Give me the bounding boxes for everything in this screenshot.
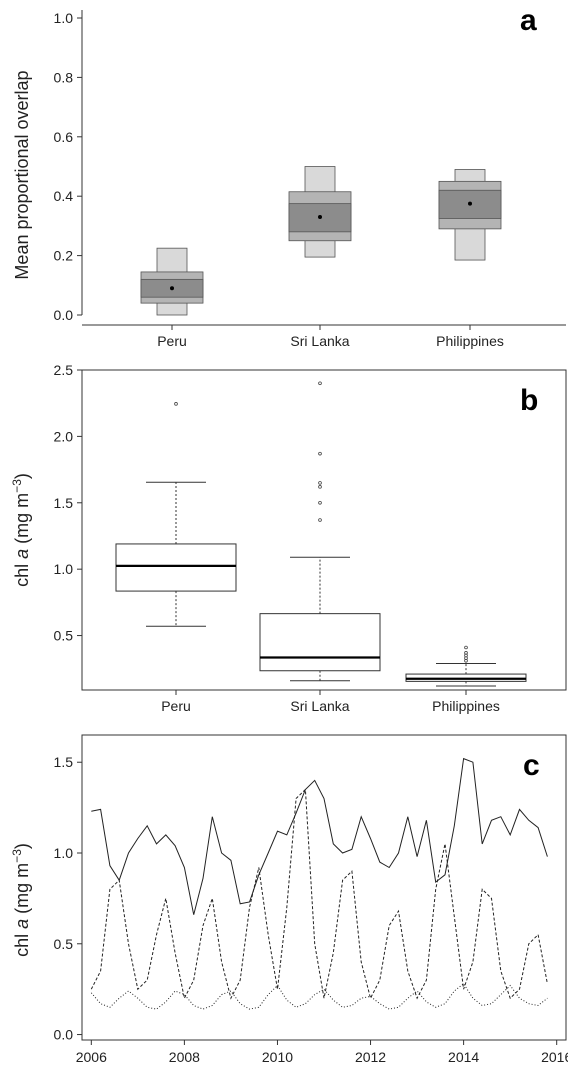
median-point	[318, 214, 322, 219]
outlier-point	[318, 518, 322, 522]
y-tick-label-c: 1.5	[54, 754, 74, 770]
median-point	[170, 286, 174, 291]
outlier-point	[318, 381, 322, 386]
outlier-point	[174, 402, 178, 406]
ylabel-italic-b: a	[12, 549, 32, 559]
x-tick-label-a: Sri Lanka	[290, 333, 349, 349]
panel-label-a: a	[520, 4, 537, 37]
x-tick-label-a: Philippines	[436, 333, 504, 349]
x-tick-label-c: 2016	[541, 1049, 568, 1065]
ylabel-close-c: )	[12, 843, 32, 849]
y-tick-label-b: 0.5	[54, 628, 74, 644]
y-tick-label-a: 0.8	[54, 69, 74, 85]
panel-b: b chl a (mg m−3) 0.5 1.0 1.5 2.0 2.5 Peru Sri …	[10, 362, 567, 714]
y-tick-label-b: 2.0	[54, 428, 74, 444]
x-tick-label-c: 2006	[76, 1049, 107, 1065]
y-tick-label-c: 0.5	[54, 936, 74, 952]
y-tick-label-c: 1.0	[54, 845, 74, 861]
series-line-dashed	[90, 788, 548, 1000]
outlier-point	[318, 485, 322, 489]
ylabel-main-c: chl	[12, 934, 32, 957]
panel-label-c: c	[523, 749, 540, 782]
ylabel-main-b: chl	[12, 564, 32, 587]
ylabel-unit-c: (mg m	[12, 863, 32, 914]
y-tick-label-a: 0.4	[54, 188, 74, 204]
series-line-solid	[91, 757, 548, 915]
ylabel-italic-c: a	[12, 919, 32, 929]
x-tick-label-c: 2014	[448, 1049, 479, 1065]
y-tick-label-b: 1.0	[54, 561, 74, 577]
x-tick-label-b: Philippines	[432, 698, 500, 714]
outlier-point	[464, 651, 468, 655]
x-tick-label-c: 2012	[355, 1049, 386, 1065]
y-tick-label-a: 1.0	[54, 10, 74, 26]
x-tick-label-b: Peru	[161, 698, 191, 714]
panel-c: c chl a (mg m−3) 0.0 0.5 1.0 1.5 2006 2008 201…	[10, 734, 568, 1065]
outlier-point	[318, 481, 322, 485]
ylabel-sup-b: −3	[10, 479, 24, 493]
x-tick-label-b: Sri Lanka	[290, 698, 349, 714]
y-axis-title-c: chl a (mg m−3)	[10, 843, 32, 957]
y-tick-label-b: 1.5	[54, 495, 74, 511]
outlier-point	[318, 500, 322, 505]
outlier-point	[318, 451, 322, 456]
median-point	[468, 201, 472, 206]
panel-a: a Mean proportional overlap 0.0 0.2 0.4 0.6…	[12, 4, 566, 349]
iqr-box	[259, 613, 381, 672]
y-axis-title-b: chl a (mg m−3)	[10, 473, 32, 587]
y-tick-label-c: 0.0	[54, 1027, 74, 1043]
y-tick-label-a: 0.0	[54, 307, 74, 323]
series-line-dotted	[90, 982, 548, 1010]
plot-frame-c	[81, 734, 567, 1041]
x-tick-label-c: 2010	[262, 1049, 293, 1065]
y-tick-label-b: 2.5	[54, 362, 74, 378]
ylabel-unit-b: (mg m	[12, 493, 32, 544]
x-tick-label-c: 2008	[169, 1049, 200, 1065]
plot-frame-b	[81, 369, 567, 691]
outlier-point	[464, 645, 468, 650]
y-axis-title-a: Mean proportional overlap	[12, 70, 32, 279]
panel-label-b: b	[520, 384, 538, 417]
y-tick-label-a: 0.6	[54, 129, 74, 145]
x-tick-label-a: Peru	[157, 333, 187, 349]
y-tick-label-a: 0.2	[54, 248, 74, 264]
ylabel-close-b: )	[12, 473, 32, 479]
iqr-box	[115, 543, 237, 592]
ylabel-sup-c: −3	[10, 849, 24, 863]
